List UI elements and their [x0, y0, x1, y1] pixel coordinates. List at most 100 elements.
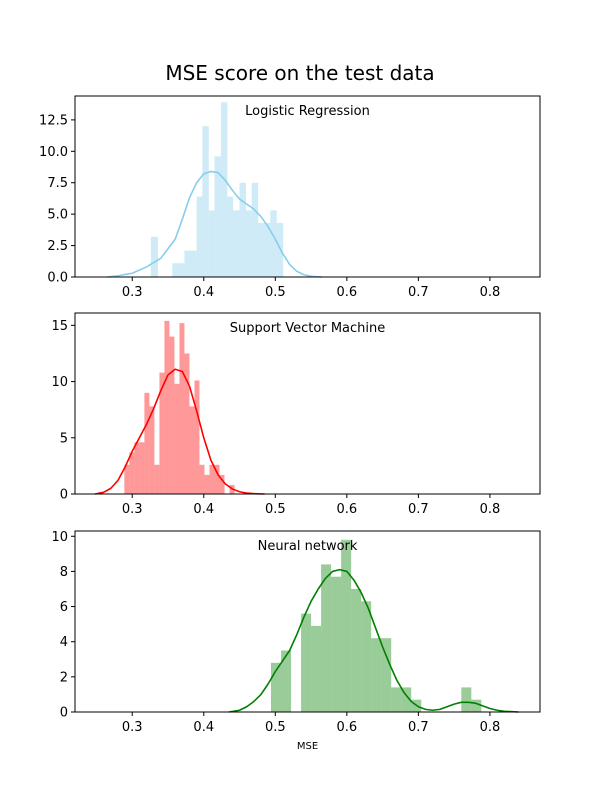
- x-tick-label: 0.4: [193, 285, 214, 300]
- x-tick-label: 0.3: [122, 285, 143, 300]
- histogram-bar: [471, 699, 482, 712]
- histogram-bar: [150, 236, 158, 277]
- panel-2: 0.3 0.4 0.5 0.6 0.7 0.8 0 2 4 6 8 10 Neural network: [51, 530, 541, 735]
- histogram-bar: [134, 442, 140, 494]
- kde-curve: [107, 170, 322, 278]
- y-tick-label: 8: [60, 565, 68, 580]
- y-tick-label: 2: [60, 670, 68, 685]
- histogram-bar: [129, 452, 135, 494]
- x-tick-label: 0.6: [337, 502, 358, 517]
- histogram-bar: [341, 539, 352, 712]
- histogram-bar: [202, 126, 209, 278]
- y-tick-label: 0: [60, 706, 68, 721]
- y-tick-label: 12.5: [39, 113, 68, 128]
- y-tick-label: 0.0: [47, 271, 68, 286]
- y-tick-label: 4: [60, 635, 68, 650]
- panel-label: Logistic Regression: [245, 104, 370, 119]
- y-tick-label: 6: [60, 600, 68, 615]
- histogram-bar: [381, 638, 392, 712]
- panel-label: Neural network: [258, 539, 358, 554]
- panel-1: 0.3 0.4 0.5 0.6 0.7 0.8 0 5 10 15 Support Vector M…: [51, 312, 541, 517]
- x-tick-label: 0.6: [337, 720, 358, 735]
- histogram-bar: [361, 601, 372, 712]
- panel-label: Support Vector Machine: [230, 321, 386, 336]
- x-tick-label: 0.5: [265, 720, 286, 735]
- histogram-bar: [258, 222, 271, 277]
- histogram-bar: [144, 392, 150, 494]
- histogram-bar: [371, 638, 382, 712]
- x-tick-label: 0.4: [193, 502, 214, 517]
- x-tick-label: 0.4: [193, 720, 214, 735]
- x-axis-label: MSE: [297, 741, 318, 752]
- y-tick-label: 10: [51, 530, 68, 545]
- kde-curve: [94, 368, 265, 495]
- histogram-bar: [331, 576, 342, 712]
- x-tick-label: 0.8: [480, 720, 501, 735]
- x-tick-label: 0.3: [122, 720, 143, 735]
- histogram-bar: [220, 102, 228, 277]
- histogram-bar: [351, 588, 362, 712]
- histogram-bar: [301, 613, 312, 712]
- histogram-bar: [281, 650, 292, 712]
- histogram-bar: [233, 210, 240, 277]
- x-tick-label: 0.5: [265, 502, 286, 517]
- histogram-bar: [401, 687, 412, 712]
- histogram-bar: [209, 464, 215, 494]
- chart-title: MSE score on the test data: [165, 61, 434, 85]
- histogram-bar: [239, 182, 246, 277]
- y-tick-label: 0: [60, 488, 68, 503]
- histogram-bar: [139, 442, 145, 494]
- histogram-bar: [461, 687, 472, 712]
- axes-frame: [74, 312, 541, 495]
- y-tick-label: 7.5: [47, 176, 68, 191]
- histogram-bar: [227, 196, 234, 277]
- histogram-bar: [179, 323, 185, 494]
- histogram-bar: [159, 372, 165, 494]
- histogram-bar: [189, 406, 195, 494]
- x-tick-label: 0.7: [408, 502, 429, 517]
- x-tick-label: 0.7: [408, 285, 429, 300]
- histogram-bar: [391, 687, 402, 712]
- histogram-bar: [208, 210, 215, 277]
- x-tick-label: 0.7: [408, 720, 429, 735]
- histogram-bar: [194, 380, 200, 494]
- axes-frame: [74, 530, 541, 713]
- y-tick-label: 10.0: [39, 145, 68, 160]
- histogram-bar: [196, 196, 203, 277]
- x-tick-label: 0.8: [480, 285, 501, 300]
- histogram-bar: [199, 464, 205, 494]
- panel-0: 0.3 0.4 0.5 0.6 0.7 0.8 0.0 2.5 5.0 7.5 10.0 12.5 Lo…: [39, 95, 541, 300]
- histogram-bar: [124, 464, 130, 494]
- histogram-bar: [311, 625, 322, 712]
- x-tick-label: 0.5: [265, 285, 286, 300]
- histogram-bar: [184, 353, 190, 494]
- y-tick-label: 15: [51, 319, 68, 334]
- axes-frame: [74, 95, 541, 278]
- histogram-bar: [214, 156, 221, 277]
- histogram-bar: [204, 474, 210, 494]
- histogram-bar: [174, 383, 180, 494]
- y-tick-label: 5.0: [47, 208, 68, 223]
- histogram-bar: [321, 564, 332, 712]
- histogram-bar: [219, 474, 225, 494]
- kde-curve: [228, 568, 519, 713]
- histogram-bar: [271, 662, 282, 712]
- histogram-bar: [172, 263, 185, 277]
- histogram-bar: [149, 406, 155, 494]
- histogram-bar: [270, 210, 277, 277]
- panels: 0.3 0.4 0.5 0.6 0.7 0.8 0.0 2.5 5.0 7.5 10.0 12.5 Lo…: [39, 95, 541, 735]
- histogram-bar: [154, 464, 160, 494]
- x-tick-label: 0.6: [337, 285, 358, 300]
- x-tick-label: 0.8: [480, 502, 501, 517]
- histogram-bar: [214, 464, 220, 494]
- y-tick-label: 10: [51, 375, 68, 390]
- histogram-bar: [184, 250, 197, 277]
- histogram-bar: [169, 336, 175, 494]
- y-tick-label: 2.5: [47, 239, 68, 254]
- histogram-bar: [251, 182, 259, 277]
- histogram-bar: [245, 210, 252, 277]
- x-tick-label: 0.3: [122, 502, 143, 517]
- histogram-bar: [164, 320, 170, 494]
- y-tick-label: 5: [60, 431, 68, 446]
